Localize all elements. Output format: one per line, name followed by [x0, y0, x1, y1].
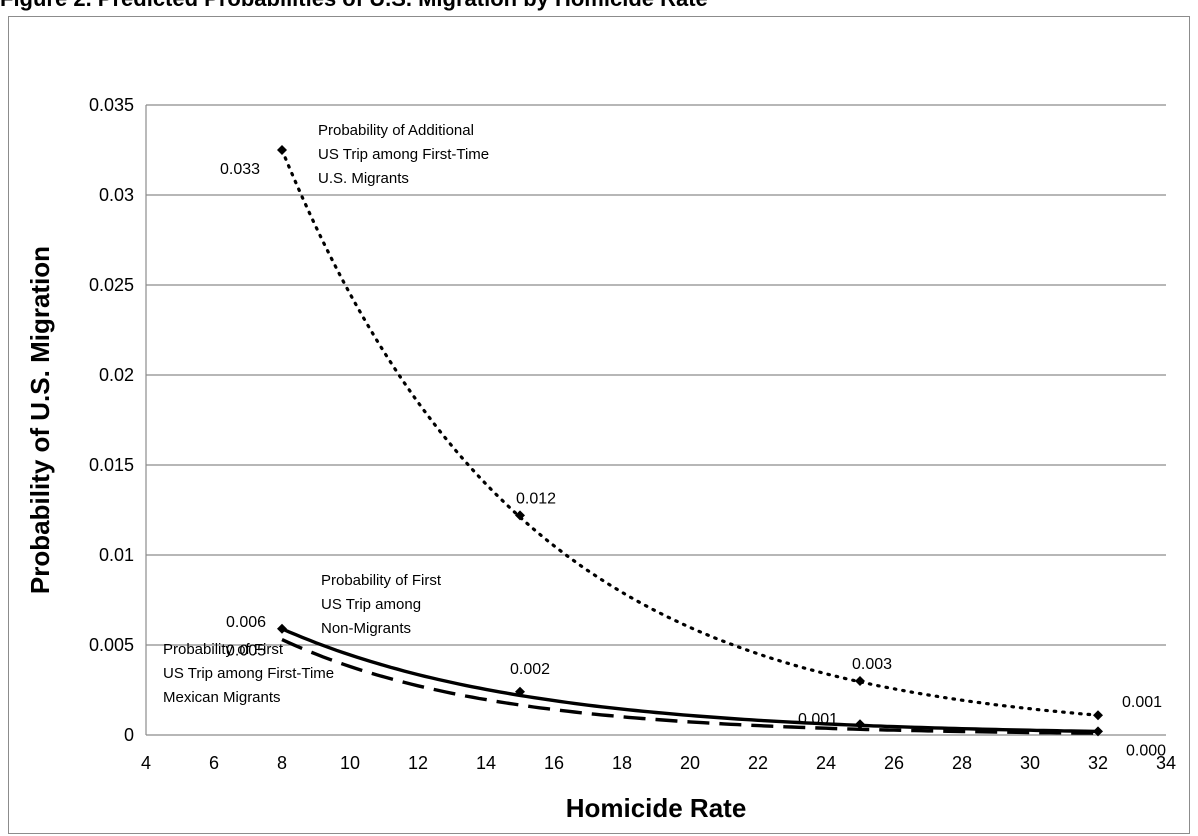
data-label: 0.002 — [510, 661, 550, 678]
data-label: 0.003 — [852, 656, 892, 673]
series-annotations: Probability of Additional US Trip among F… — [163, 122, 489, 706]
y-axis-title: Probability of U.S. Migration — [25, 246, 55, 594]
x-tick-label: 20 — [680, 753, 700, 773]
y-tick-label: 0.02 — [99, 365, 134, 385]
data-point-marker — [1093, 726, 1103, 737]
x-tick-label: 4 — [141, 753, 151, 773]
y-tick-label: 0.03 — [99, 185, 134, 205]
data-point-marker — [277, 623, 287, 634]
x-tick-label: 34 — [1156, 753, 1176, 773]
y-tick-label: 0.025 — [89, 275, 134, 295]
series-line-solid — [280, 627, 1100, 734]
data-label: 0.006 — [226, 614, 266, 631]
x-tick-label: 12 — [408, 753, 428, 773]
y-tick-label: 0.005 — [89, 635, 134, 655]
x-tick-label: 14 — [476, 753, 496, 773]
x-tick-label: 26 — [884, 753, 904, 773]
chart-frame: 4 6 8 10 12 14 16 18 20 22 24 26 28 30 32 34 0 0.005 0.01… — [8, 16, 1190, 834]
x-tick-labels: 4 6 8 10 12 14 16 18 20 22 24 26 28 30 32 34 — [141, 753, 1176, 773]
x-tick-label: 10 — [340, 753, 360, 773]
x-tick-label: 28 — [952, 753, 972, 773]
y-tick-label: 0.01 — [99, 545, 134, 565]
series-annotation: Probability of Additional US Trip among F… — [318, 122, 489, 187]
series-annotation: Probability of First US Trip among Non-Mig… — [321, 572, 442, 637]
x-axis-title: Homicide Rate — [566, 793, 747, 823]
series-annotation: Probability of First US Trip among First-… — [163, 641, 334, 706]
data-label: 0.001 — [1122, 694, 1162, 711]
data-label: 0.000 — [1126, 742, 1166, 759]
series-line-dashed — [281, 638, 1099, 735]
axes — [145, 105, 1166, 736]
y-tick-label: 0.035 — [89, 95, 134, 115]
x-tick-label: 16 — [544, 753, 564, 773]
data-point-marker — [515, 686, 525, 697]
y-tick-labels: 0 0.005 0.01 0.015 0.02 0.025 0.03 0.035 — [89, 95, 134, 745]
x-tick-label: 8 — [277, 753, 287, 773]
x-tick-label: 6 — [209, 753, 219, 773]
x-tick-label: 30 — [1020, 753, 1040, 773]
x-tick-label: 32 — [1088, 753, 1108, 773]
data-label: 0.005 — [226, 643, 266, 660]
line-chart: 4 6 8 10 12 14 16 18 20 22 24 26 28 30 32 34 0 0.005 0.01… — [25, 95, 1176, 823]
data-label: 0.001 — [798, 711, 838, 728]
page-title: Figure 2. Predicted Probabilities of U.S… — [0, 0, 708, 12]
data-point-marker — [1093, 710, 1103, 721]
data-labels: 0.033 0.012 0.003 0.001 0.006 0.002 0.001 0.000… — [220, 161, 1166, 759]
data-point-marker — [855, 676, 865, 686]
data-point-marker — [515, 510, 525, 521]
series-markers — [277, 145, 1103, 737]
data-label: 0.033 — [220, 161, 260, 178]
y-tick-label: 0.015 — [89, 455, 134, 475]
data-point-marker — [855, 719, 865, 730]
x-tick-label: 18 — [612, 753, 632, 773]
series-line-dotted — [280, 148, 1100, 717]
series-lines — [280, 148, 1100, 735]
data-label: 0.012 — [516, 490, 556, 507]
gridlines — [146, 104, 1166, 646]
y-tick-label: 0 — [124, 725, 134, 745]
x-tick-label: 22 — [748, 753, 768, 773]
x-tick-label: 24 — [816, 753, 836, 773]
data-point-marker — [277, 145, 287, 155]
